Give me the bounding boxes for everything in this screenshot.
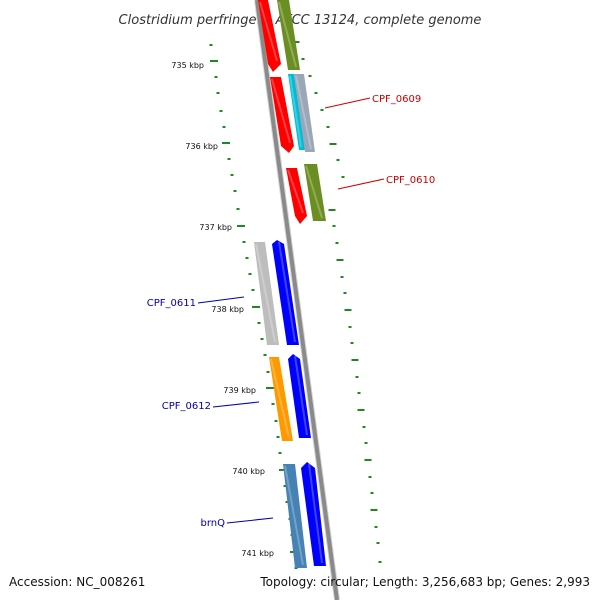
feature-sheen: [271, 78, 291, 144]
gene-feature: [288, 354, 311, 438]
tick-label: 735 kbp: [171, 61, 204, 70]
feature-sheen: [259, 1, 278, 62]
backbone: [254, 0, 340, 600]
gene-label-cpf-0612[interactable]: CPF_0612: [162, 401, 211, 412]
feature-sheen: [289, 75, 302, 148]
feature-sheen: [255, 243, 276, 343]
gene-label-leaders: [197, 97, 385, 524]
feature-sheen: [270, 358, 290, 439]
feature-sheen: [295, 75, 312, 150]
gene-feature: [254, 242, 279, 345]
gene-feature: [301, 462, 326, 566]
arrow-feature: [272, 240, 299, 345]
label-leader-line: [337, 178, 385, 190]
accession-text: Accession: NC_008261: [9, 575, 146, 589]
tick-label: 741 kbp: [241, 549, 274, 558]
map-title: Clostridium perfringens ATCC 13124, comp…: [119, 13, 482, 28]
box-feature: [277, 0, 300, 70]
gene-labels: CPF_0609 CPF_0610 CPF_0611 CPF_0612 brnQ: [147, 94, 435, 529]
feature-sheen: [308, 463, 323, 564]
gene-feature: [258, 0, 281, 72]
label-leader-line: [212, 401, 260, 408]
feature-sheen: [294, 355, 308, 436]
arrow-feature: [270, 77, 294, 153]
gene-label-cpf-0611[interactable]: CPF_0611: [147, 298, 196, 309]
arrow-feature: [288, 354, 311, 438]
gene-feature: [269, 357, 293, 441]
gene-feature: [277, 0, 300, 70]
box-feature: [254, 242, 279, 345]
gene-feature: [283, 464, 307, 568]
tick-label: 738 kbp: [211, 305, 244, 314]
gene-feature: [294, 74, 315, 152]
feature-sheen: [287, 169, 304, 214]
gene-features: [254, 0, 326, 568]
box-feature: [304, 164, 326, 221]
feature-sheen: [284, 465, 304, 566]
tick-label: 736 kbp: [185, 142, 218, 151]
gene-feature: [270, 77, 294, 153]
box-feature: [269, 357, 293, 441]
gene-label-cpf-0609[interactable]: CPF_0609: [372, 94, 421, 105]
feature-sheen: [278, 1, 297, 68]
box-feature: [283, 464, 307, 568]
gene-label-brnq[interactable]: brnQ: [201, 518, 226, 529]
topology-text: Topology: circular; Length: 3,256,683 bp…: [260, 575, 590, 589]
tick-label: 740 kbp: [232, 467, 265, 476]
box-feature: [288, 74, 305, 150]
gene-feature: [286, 168, 307, 224]
feature-sheen: [278, 241, 296, 343]
label-leader-line: [324, 97, 371, 109]
label-leader-line: [197, 296, 245, 304]
arrow-feature: [301, 462, 326, 566]
label-leader-line: [226, 517, 274, 524]
tick-label: 739 kbp: [223, 386, 256, 395]
ruler-labels: 735 kbp 736 kbp 737 kbp 738 kbp 739 kbp …: [171, 61, 274, 558]
gene-feature: [288, 74, 305, 150]
arrow-feature: [258, 0, 281, 72]
feature-sheen: [305, 165, 323, 219]
gene-label-cpf-0610[interactable]: CPF_0610: [386, 175, 435, 186]
gene-feature: [272, 240, 299, 345]
gene-feature: [304, 164, 326, 221]
arrow-feature: [286, 168, 307, 224]
tick-label: 737 kbp: [199, 223, 232, 232]
box-feature: [294, 74, 315, 152]
ruler-ticks: [209, 41, 382, 569]
